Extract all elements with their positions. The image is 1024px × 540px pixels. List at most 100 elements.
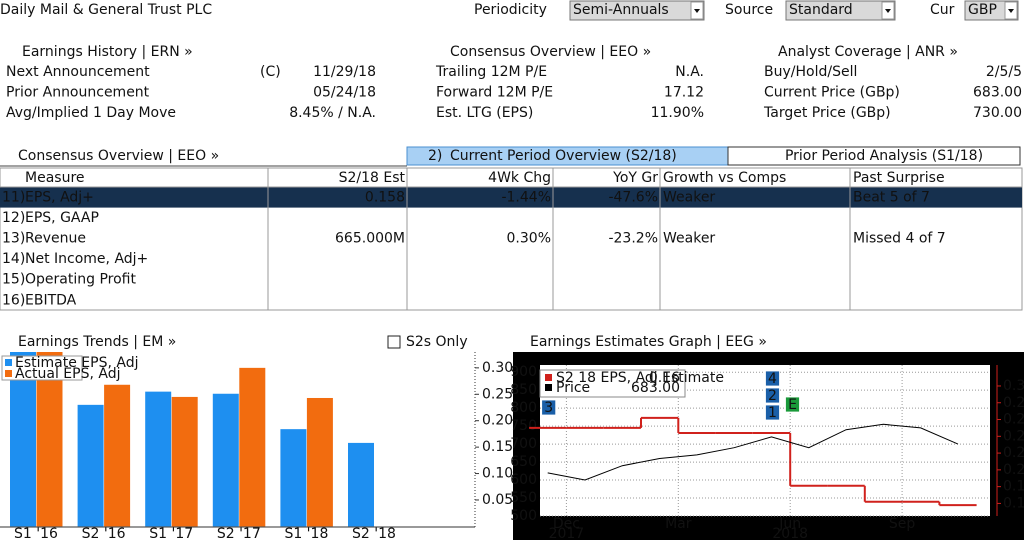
bar bbox=[145, 391, 172, 527]
tab-label[interactable]: Current Period Overview (S2/18) bbox=[450, 148, 677, 164]
table-cell[interactable]: Weaker bbox=[663, 231, 715, 247]
legend-label: Price bbox=[556, 380, 590, 396]
table-cell[interactable]: -47.6% bbox=[608, 189, 658, 205]
y2-tick-label: 0.22 bbox=[1003, 445, 1024, 461]
x-tick-label: S2 '17 bbox=[217, 526, 261, 540]
x-tick-label: S2 '18 bbox=[352, 526, 396, 540]
chart-title[interactable]: Earnings Estimates Graph | EEG » bbox=[530, 334, 767, 350]
table-frame bbox=[0, 167, 1023, 311]
row-number: 15) bbox=[2, 272, 25, 288]
x-tick-label: S1 '16 bbox=[14, 526, 58, 540]
row-number: 12) bbox=[2, 210, 25, 226]
event-label[interactable]: 3 bbox=[544, 400, 553, 416]
table-cell[interactable]: Revenue bbox=[25, 231, 86, 247]
dropdown-arrow bbox=[885, 9, 891, 13]
y-tick-label: 800 bbox=[510, 400, 537, 416]
event-marker[interactable] bbox=[541, 399, 557, 416]
table-cell[interactable]: 665.000M bbox=[335, 231, 405, 247]
table-cell[interactable]: 0.158 bbox=[365, 189, 405, 205]
section-title[interactable]: Consensus Overview | EEO » bbox=[18, 148, 219, 164]
checkbox[interactable] bbox=[387, 335, 401, 349]
panel-label: Target Price (GBp) bbox=[763, 105, 891, 121]
dropdown-value[interactable]: Semi-Annuals bbox=[573, 2, 669, 18]
panel-note: (C) bbox=[260, 64, 281, 80]
x-tick-label: Mar bbox=[665, 516, 692, 532]
price-line bbox=[547, 423, 959, 481]
table-cell[interactable]: EPS, GAAP bbox=[25, 210, 99, 226]
legend-label: Estimate EPS, Adj bbox=[15, 355, 138, 371]
x-tick-label: S2 '16 bbox=[82, 526, 126, 540]
legend-swatch bbox=[545, 374, 552, 381]
x-tick-label: Sep bbox=[889, 516, 916, 532]
event-marker[interactable] bbox=[765, 404, 780, 421]
y2-tick-label: 0.26 bbox=[1003, 412, 1024, 428]
legend-value: 0.16 bbox=[649, 370, 680, 386]
table-cell[interactable]: EPS, Adj+ bbox=[25, 189, 94, 205]
table-cell[interactable]: Beat 5 of 7 bbox=[853, 189, 930, 205]
y2-tick-label: 0.20 bbox=[1003, 462, 1024, 478]
dropdown-value[interactable]: Standard bbox=[789, 2, 853, 18]
x-tick-label: Dec bbox=[553, 516, 580, 532]
bar bbox=[104, 384, 131, 527]
y-tick-label: 0.25 bbox=[482, 386, 513, 402]
bar bbox=[306, 397, 333, 527]
y-tick-label: 700 bbox=[510, 436, 537, 452]
panel-title[interactable]: Earnings History | ERN » bbox=[22, 44, 193, 60]
y-tick-label: 550 bbox=[510, 490, 537, 506]
table-cell[interactable]: -1.44% bbox=[501, 189, 551, 205]
row-number: 16) bbox=[2, 292, 25, 308]
legend-label: Actual EPS, Adj bbox=[15, 366, 121, 382]
dropdown-value[interactable]: GBP bbox=[968, 2, 997, 18]
table-cell[interactable]: Operating Profit bbox=[25, 272, 136, 288]
event-label[interactable]: 4 bbox=[768, 371, 777, 387]
event-label[interactable]: 2 bbox=[768, 388, 777, 404]
bar bbox=[280, 429, 307, 527]
tab-number[interactable]: 2) bbox=[428, 148, 442, 164]
panel-title[interactable]: Consensus Overview | EEO » bbox=[450, 44, 651, 60]
panel-label: Est. LTG (EPS) bbox=[436, 105, 533, 121]
checkbox-label[interactable]: S2s Only bbox=[406, 334, 468, 350]
table-cell[interactable]: 0.30% bbox=[507, 231, 551, 247]
panel-value: 17.12 bbox=[664, 85, 704, 101]
legend-value: 683.00 bbox=[631, 380, 680, 396]
y-tick-label: 600 bbox=[510, 472, 537, 488]
y-tick-label: 0.15 bbox=[482, 439, 513, 455]
y-tick-label: 900 bbox=[510, 364, 537, 380]
table-cell[interactable]: Weaker bbox=[663, 189, 715, 205]
y2-tick-label: 0.28 bbox=[1003, 395, 1024, 411]
event-marker[interactable] bbox=[765, 370, 780, 387]
panel-label: Trailing 12M P/E bbox=[435, 64, 547, 80]
event-marker[interactable] bbox=[785, 396, 800, 413]
x-tick-label: Jun bbox=[778, 516, 801, 532]
panel-title[interactable]: Analyst Coverage | ANR » bbox=[778, 44, 958, 60]
panel-label: Prior Announcement bbox=[6, 85, 150, 101]
tab-prior[interactable] bbox=[727, 146, 1021, 166]
table-cell[interactable]: Missed 4 of 7 bbox=[853, 231, 946, 247]
panel-value: 11.90% bbox=[651, 105, 704, 121]
column-header: Past Surprise bbox=[853, 170, 945, 186]
table-cell[interactable]: EBITDA bbox=[25, 292, 77, 308]
chart-title[interactable]: Earnings Trends | EM » bbox=[18, 334, 176, 350]
y-tick-label: 650 bbox=[510, 454, 537, 470]
dropdown[interactable] bbox=[569, 0, 705, 21]
y-tick-label: 0.20 bbox=[482, 413, 513, 429]
dropdown-label: Periodicity bbox=[474, 2, 547, 18]
panel-label: Forward 12M P/E bbox=[436, 85, 553, 101]
tab-label[interactable]: Prior Period Analysis (S1/18) bbox=[785, 148, 983, 164]
dropdown-arrow bbox=[694, 9, 700, 13]
event-label[interactable]: 1 bbox=[768, 405, 777, 421]
panel-value: N.A. bbox=[675, 64, 704, 80]
event-label[interactable]: E bbox=[788, 397, 797, 413]
column-header: 4Wk Chg bbox=[488, 170, 551, 186]
bar bbox=[10, 352, 36, 527]
column-header: S2/18 Est bbox=[339, 170, 406, 186]
table-cell[interactable]: -23.2% bbox=[608, 231, 658, 247]
panel-value: 05/24/18 bbox=[313, 85, 376, 101]
legend-label: S2 18 EPS, Adj Estimate bbox=[556, 370, 724, 386]
table-cell[interactable]: Net Income, Adj+ bbox=[25, 251, 148, 267]
event-marker[interactable] bbox=[765, 387, 780, 404]
dropdown[interactable] bbox=[785, 0, 896, 21]
selected-row[interactable] bbox=[0, 187, 1022, 208]
